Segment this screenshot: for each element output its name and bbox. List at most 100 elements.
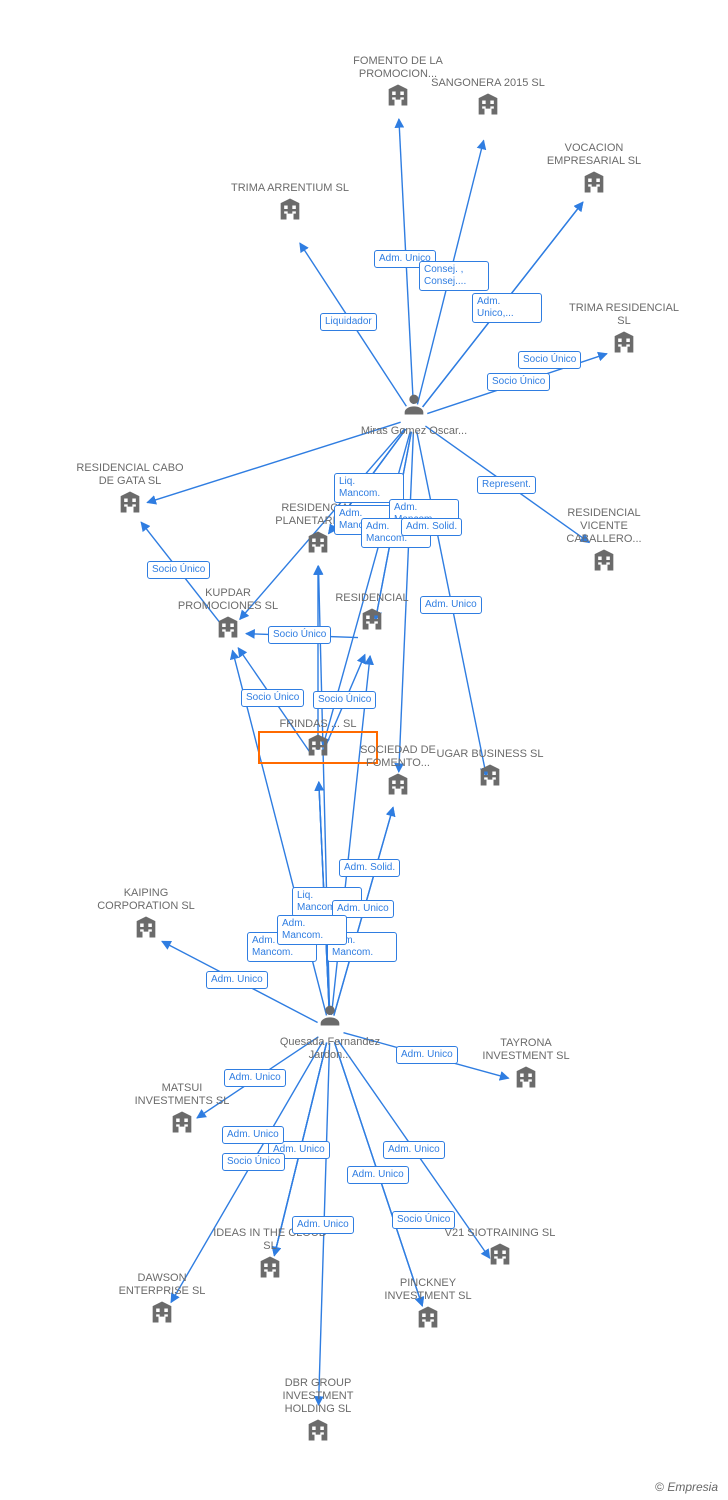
node-label: SANGONERA 2015 SL [428,77,548,90]
building-icon [440,1240,560,1273]
building-icon [564,328,684,361]
node-company[interactable]: RESIDENCIAL [312,590,432,638]
node-label: RESIDENCIAL PLANETARIO SL [258,502,378,528]
node-label: TRIMA ARRENTIUM SL [230,182,350,195]
node-label: KAIPING CORPORATION SL [86,887,206,913]
edge-line [319,782,330,1015]
node-company[interactable]: RESIDENCIAL VICENTE CABALLERO... [544,505,664,579]
edge-label: Adm. Mancom. [247,932,317,962]
node-label: TAYRONA INVESTMENT SL [466,1037,586,1063]
edge-label: Liq. Mancom. [334,473,404,503]
edge-line [417,140,483,404]
node-label: MATSUI INVESTMENTS SL [122,1082,242,1108]
edge-line [232,650,326,1015]
edge-label: Represent. [477,476,536,494]
node-company[interactable]: V21 SIOTRAINING SL [440,1225,560,1273]
edge-line [319,782,330,1015]
node-person[interactable]: Quesada Fernandez Jardon... [270,1001,390,1062]
building-icon [312,605,432,638]
node-person[interactable]: Miras Gomez Oscar... [354,390,474,438]
edge-line [274,1043,326,1256]
edge-line [319,1043,330,1405]
building-icon [430,761,550,794]
person-icon [354,390,474,423]
node-company[interactable]: MATSUI INVESTMENTS SL [122,1080,242,1141]
building-icon [544,546,664,579]
edge-line [334,1042,422,1306]
edge-label: Adm. Unico [347,1166,409,1184]
node-label: DBR GROUP INVESTMENT HOLDING SL [258,1377,378,1416]
node-company[interactable]: UGAR BUSINESS SL [430,746,550,794]
node-company[interactable]: KUPDAR PROMOCIONES SL [168,585,288,646]
edge-label: Adm. Unico [332,900,394,918]
edge-label: Liq. Mancom. [292,887,362,917]
node-company[interactable]: RESIDENCIAL CABO DE GATA SL [70,460,190,521]
node-label: UGAR BUSINESS SL [430,748,550,761]
node-label: Quesada Fernandez Jardon... [270,1036,390,1062]
edge-label: Adm. Unico [374,250,436,268]
node-label: FRINDAS ... SL [258,718,378,731]
building-icon [230,195,350,228]
edge-line [423,202,583,407]
node-label: PINCKNEY INVESTMENT SL [368,1277,488,1303]
edge-line [319,782,330,1015]
footer-credit: © Empresia [655,1480,718,1494]
node-company[interactable]: KAIPING CORPORATION SL [86,885,206,946]
edge-label: Socio Único [313,691,376,709]
building-icon [428,90,548,123]
building-icon [70,488,190,521]
copyright-symbol: © [655,1480,664,1494]
edge-label: Adm. Unico [383,1141,445,1159]
node-company[interactable]: TRIMA RESIDENCIAL SL [564,300,684,361]
edge-label: Adm. Unico,... [472,293,542,323]
edge-label: Adm. Mancom. [327,932,397,962]
edge-label: Adm. Unico [268,1141,330,1159]
brand-name: Empresia [667,1480,718,1494]
edge-label: Adm. Solid. [401,518,462,536]
node-label: TRIMA RESIDENCIAL SL [564,302,684,328]
node-label: RESIDENCIAL VICENTE CABALLERO... [544,507,664,546]
building-icon [258,528,378,561]
edge-line [300,243,407,406]
node-company[interactable]: DAWSON ENTERPRISE SL [102,1270,222,1331]
edge-line [274,1043,326,1256]
building-icon [210,1253,330,1286]
edge-line [423,202,583,407]
graph-canvas: Miras Gomez Oscar... Quesada Fernandez Ja… [0,0,728,1500]
node-company[interactable]: TAYRONA INVESTMENT SL [466,1035,586,1096]
edge-line [274,1043,326,1256]
edge-line [334,807,393,1015]
edge-label: Adm. Unico [396,1046,458,1064]
node-company[interactable]: PINCKNEY INVESTMENT SL [368,1275,488,1336]
node-company[interactable]: IDEAS IN THE CLOUD SL [210,1225,330,1286]
node-label: DAWSON ENTERPRISE SL [102,1272,222,1298]
building-icon [122,1108,242,1141]
edge-label: Socio Único [241,689,304,707]
building-icon [534,168,654,201]
edge-label: Adm. Solid. [339,859,400,877]
node-label: IDEAS IN THE CLOUD SL [210,1227,330,1253]
building-icon [466,1063,586,1096]
edge-label: Socio Único [487,373,550,391]
person-icon [270,1001,390,1034]
node-company[interactable]: DBR GROUP INVESTMENT HOLDING SL [258,1375,378,1449]
building-icon [168,613,288,646]
edge-line [334,1042,422,1306]
node-company[interactable]: SANGONERA 2015 SL [428,75,548,123]
edge-line [399,119,413,404]
node-company[interactable]: RESIDENCIAL PLANETARIO SL [258,500,378,561]
node-company[interactable]: TRIMA ARRENTIUM SL [230,180,350,228]
edge-label: Consej. , Consej.... [419,261,489,291]
node-label: KUPDAR PROMOCIONES SL [168,587,288,613]
node-label: Miras Gomez Oscar... [354,425,474,438]
node-label: VOCACION EMPRESARIAL SL [534,142,654,168]
edge-label: Adm. Mancom. [389,499,459,529]
building-icon [102,1298,222,1331]
edge-line [334,807,393,1015]
node-company[interactable]: VOCACION EMPRESARIAL SL [534,140,654,201]
node-label: RESIDENCIAL CABO DE GATA SL [70,462,190,488]
building-icon [86,913,206,946]
edge-label: Socio Único [222,1153,285,1171]
edge-label: Adm. Mancom. [277,915,347,945]
node-label: V21 SIOTRAINING SL [440,1227,560,1240]
